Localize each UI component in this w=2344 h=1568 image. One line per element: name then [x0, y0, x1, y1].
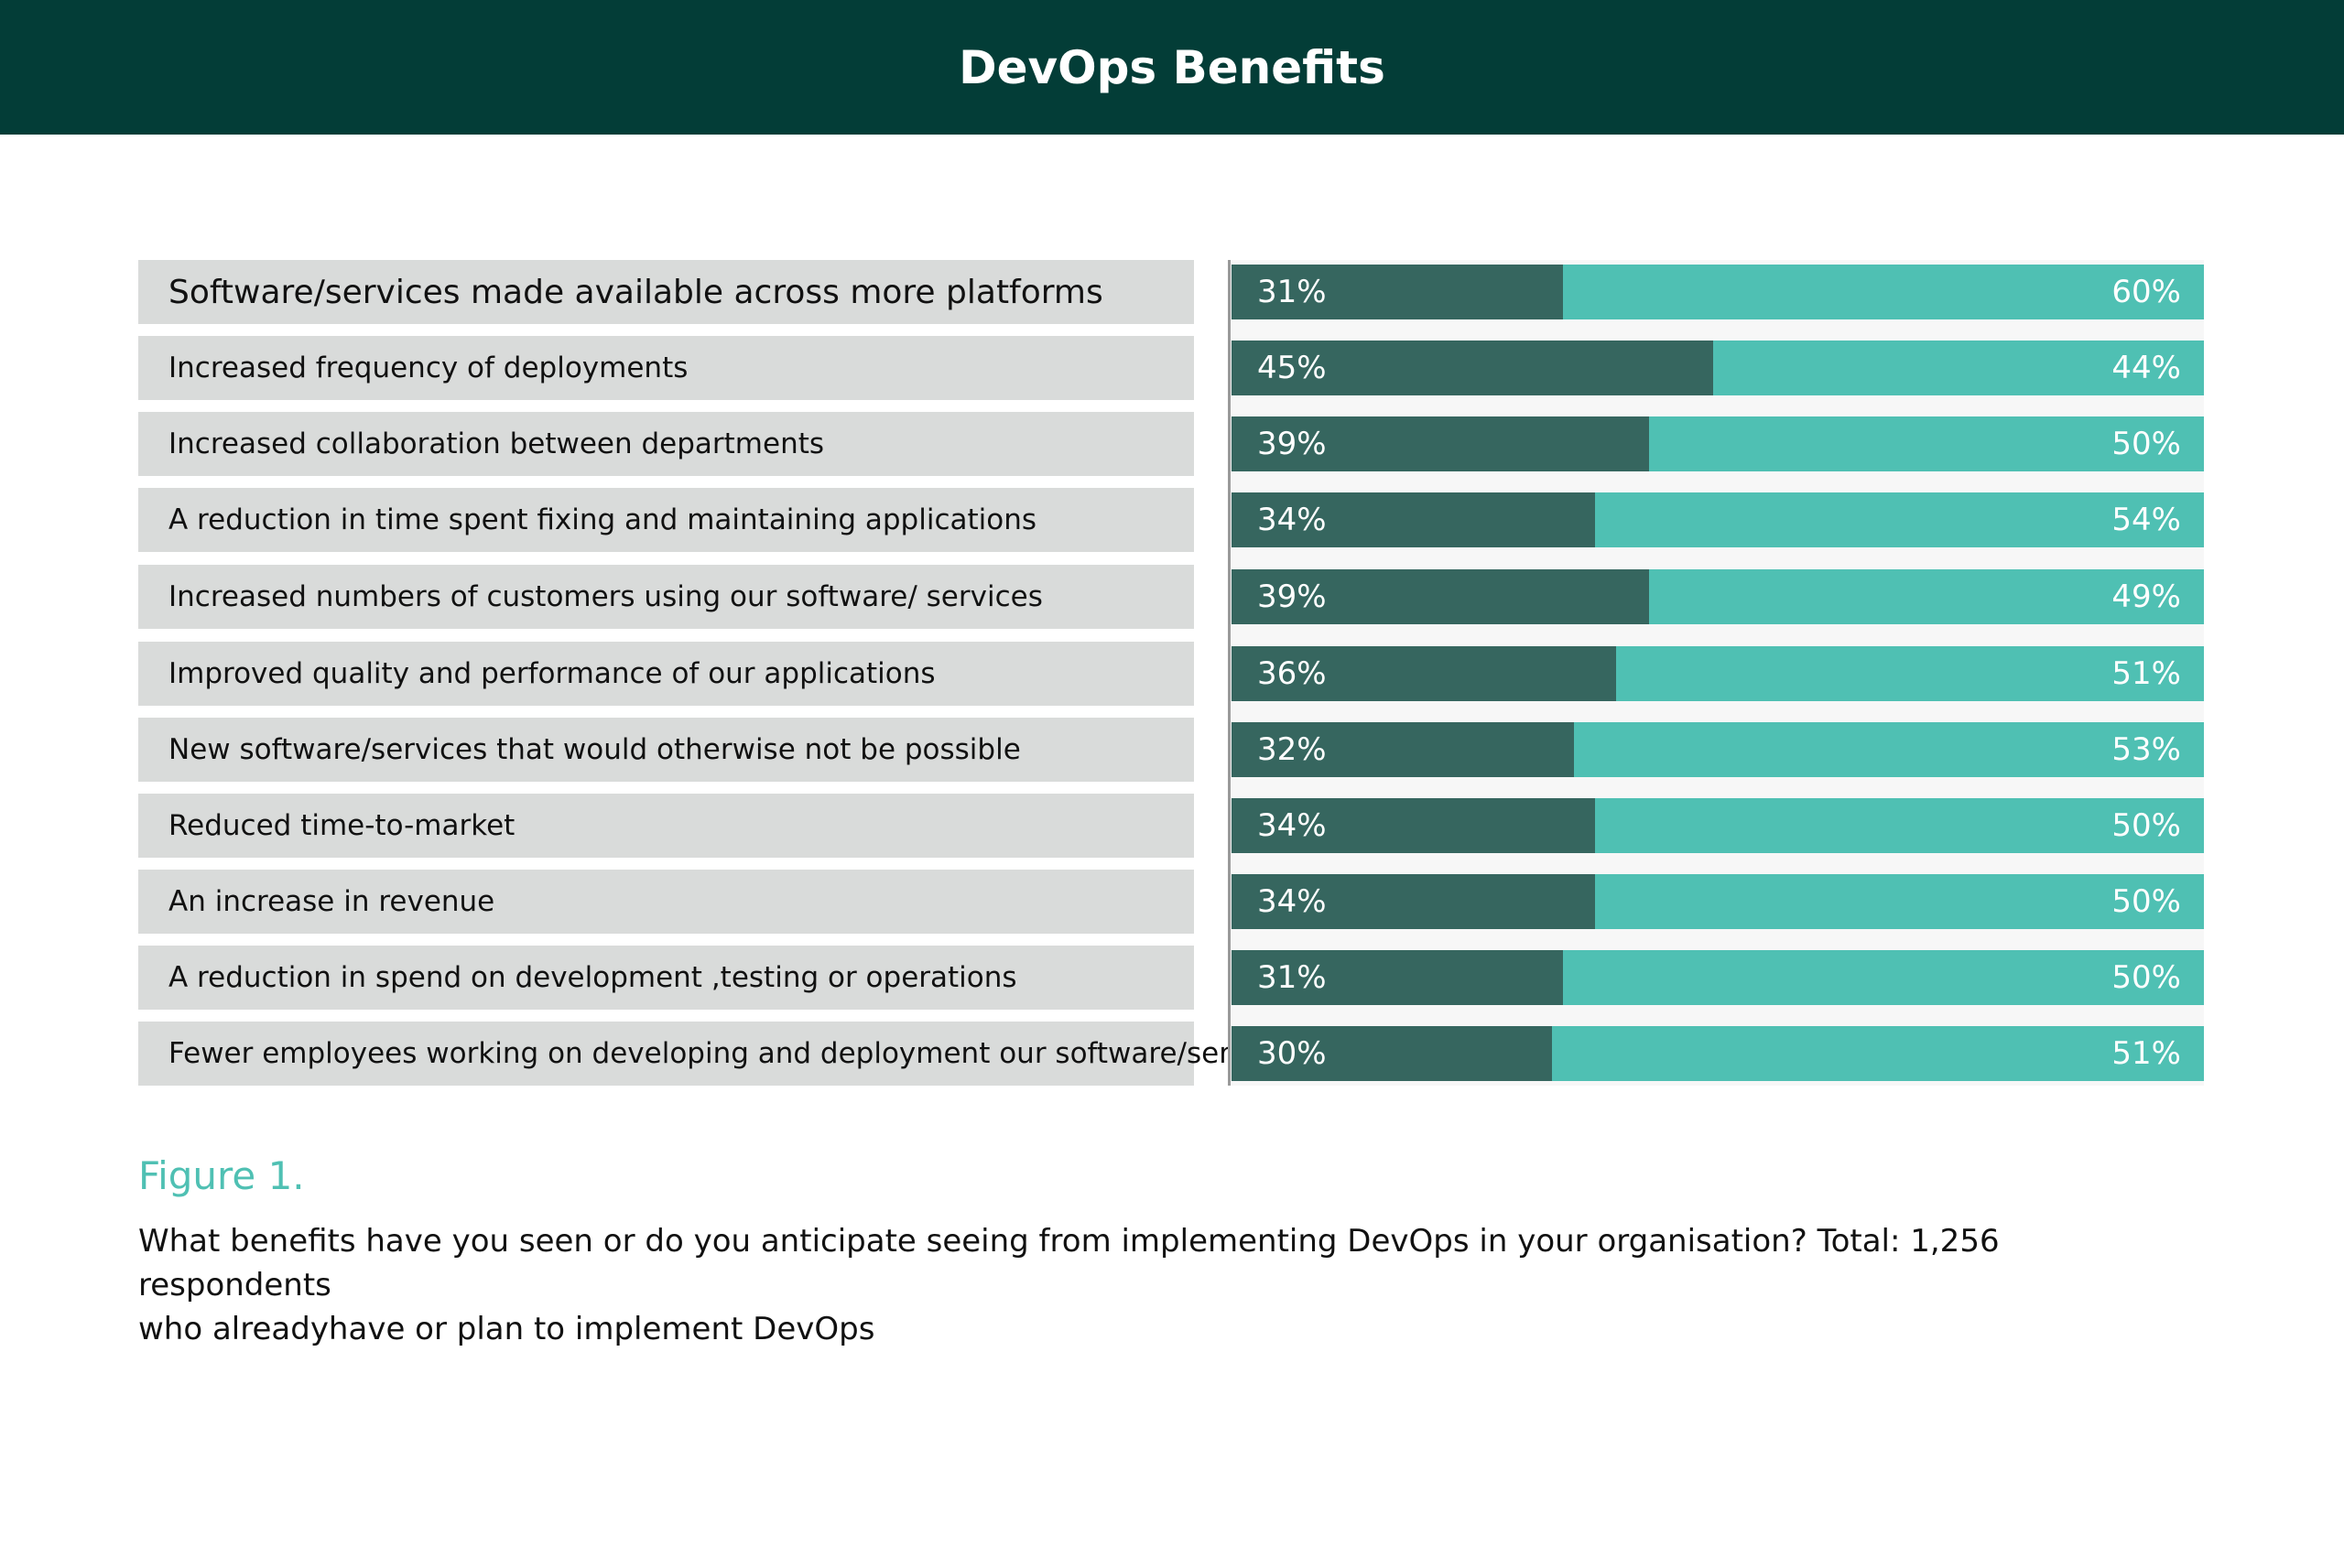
bar-segment-series-1 [1232, 950, 1563, 1005]
data-label-series-1: 30% [1257, 1035, 1327, 1072]
data-label-series-1: 39% [1257, 579, 1327, 615]
data-label-series-2: 60% [2111, 274, 2181, 310]
data-label-series-2: 44% [2111, 350, 2181, 386]
category-label: Increased frequency of deployments [138, 336, 1194, 400]
data-label-series-2: 50% [2111, 426, 2181, 462]
data-label-series-2: 49% [2111, 579, 2181, 615]
data-label-series-2: 50% [2111, 959, 2181, 996]
data-label-series-1: 45% [1257, 350, 1327, 386]
category-label: Increased numbers of customers using our… [138, 565, 1194, 629]
figure-label: Figure 1. [138, 1153, 305, 1198]
bar-segment-series-1 [1232, 646, 1616, 701]
category-label: A reduction in time spent fixing and mai… [138, 488, 1194, 552]
data-label-series-2: 50% [2111, 807, 2181, 844]
data-label-series-2: 50% [2111, 883, 2181, 920]
data-label-series-2: 51% [2111, 1035, 2181, 1072]
data-label-series-1: 32% [1257, 731, 1327, 768]
category-label: Improved quality and performance of our … [138, 642, 1194, 706]
category-label: A reduction in spend on development ,tes… [138, 946, 1194, 1010]
data-label-series-1: 36% [1257, 655, 1327, 692]
category-label: An increase in revenue [138, 870, 1194, 934]
bar-segment-series-1 [1232, 722, 1574, 777]
y-axis-line [1228, 260, 1231, 1086]
bar-segment-series-2 [1574, 722, 2204, 777]
bar-segment-series-2 [1552, 1026, 2204, 1081]
data-label-series-1: 31% [1257, 959, 1327, 996]
bar-panel: 31% 60% 45% 44% 39% 50% 34% 54% 39% 49% 36% 51% 32% 5… [1228, 260, 2204, 1086]
bar-segment-series-2 [1563, 950, 2204, 1005]
data-label-series-1: 34% [1257, 883, 1327, 920]
category-label: Increased collaboration between departme… [138, 412, 1194, 476]
bar-segment-series-1 [1232, 874, 1595, 929]
bar-segment-series-2 [1563, 265, 2204, 319]
data-label-series-1: 34% [1257, 502, 1327, 538]
figure-caption: What benefits have you seen or do you an… [138, 1219, 2153, 1351]
bar-segment-series-1 [1232, 798, 1595, 853]
bar-segment-series-1 [1232, 416, 1649, 471]
caption-line-2: who alreadyhave or plan to implement Dev… [138, 1311, 875, 1347]
data-label-series-2: 51% [2111, 655, 2181, 692]
bar-segment-series-1 [1232, 569, 1649, 624]
bar-segment-series-2 [1595, 874, 2204, 929]
data-label-series-1: 39% [1257, 426, 1327, 462]
bar-segment-series-2 [1595, 492, 2204, 547]
category-labels: Software/services made available across … [138, 260, 1303, 1086]
bar-segment-series-2 [1595, 798, 2204, 853]
data-label-series-1: 31% [1257, 274, 1327, 310]
category-label: Fewer employees working on developing an… [138, 1022, 1303, 1086]
category-label: Reduced time-to-market [138, 794, 1194, 858]
bar-segment-series-2 [1713, 341, 2204, 395]
bar-segment-series-1 [1232, 341, 1713, 395]
data-label-series-2: 54% [2111, 502, 2181, 538]
caption-line-1: What benefits have you seen or do you an… [138, 1223, 2000, 1303]
data-label-series-1: 34% [1257, 807, 1327, 844]
bar-segment-series-2 [1649, 416, 2204, 471]
header-bar: DevOps Benefits [0, 0, 2344, 135]
benefits-chart: Software/services made available across … [138, 260, 2204, 1086]
category-label: Software/services made available across … [138, 260, 1194, 324]
bar-segment-series-1 [1232, 1026, 1552, 1081]
page-title: DevOps Benefits [959, 40, 1385, 94]
category-label: New software/services that would otherwi… [138, 718, 1194, 782]
bar-segment-series-1 [1232, 492, 1595, 547]
data-label-series-2: 53% [2111, 731, 2181, 768]
bar-segment-series-2 [1616, 646, 2204, 701]
bar-segment-series-1 [1232, 265, 1563, 319]
bar-segment-series-2 [1649, 569, 2204, 624]
